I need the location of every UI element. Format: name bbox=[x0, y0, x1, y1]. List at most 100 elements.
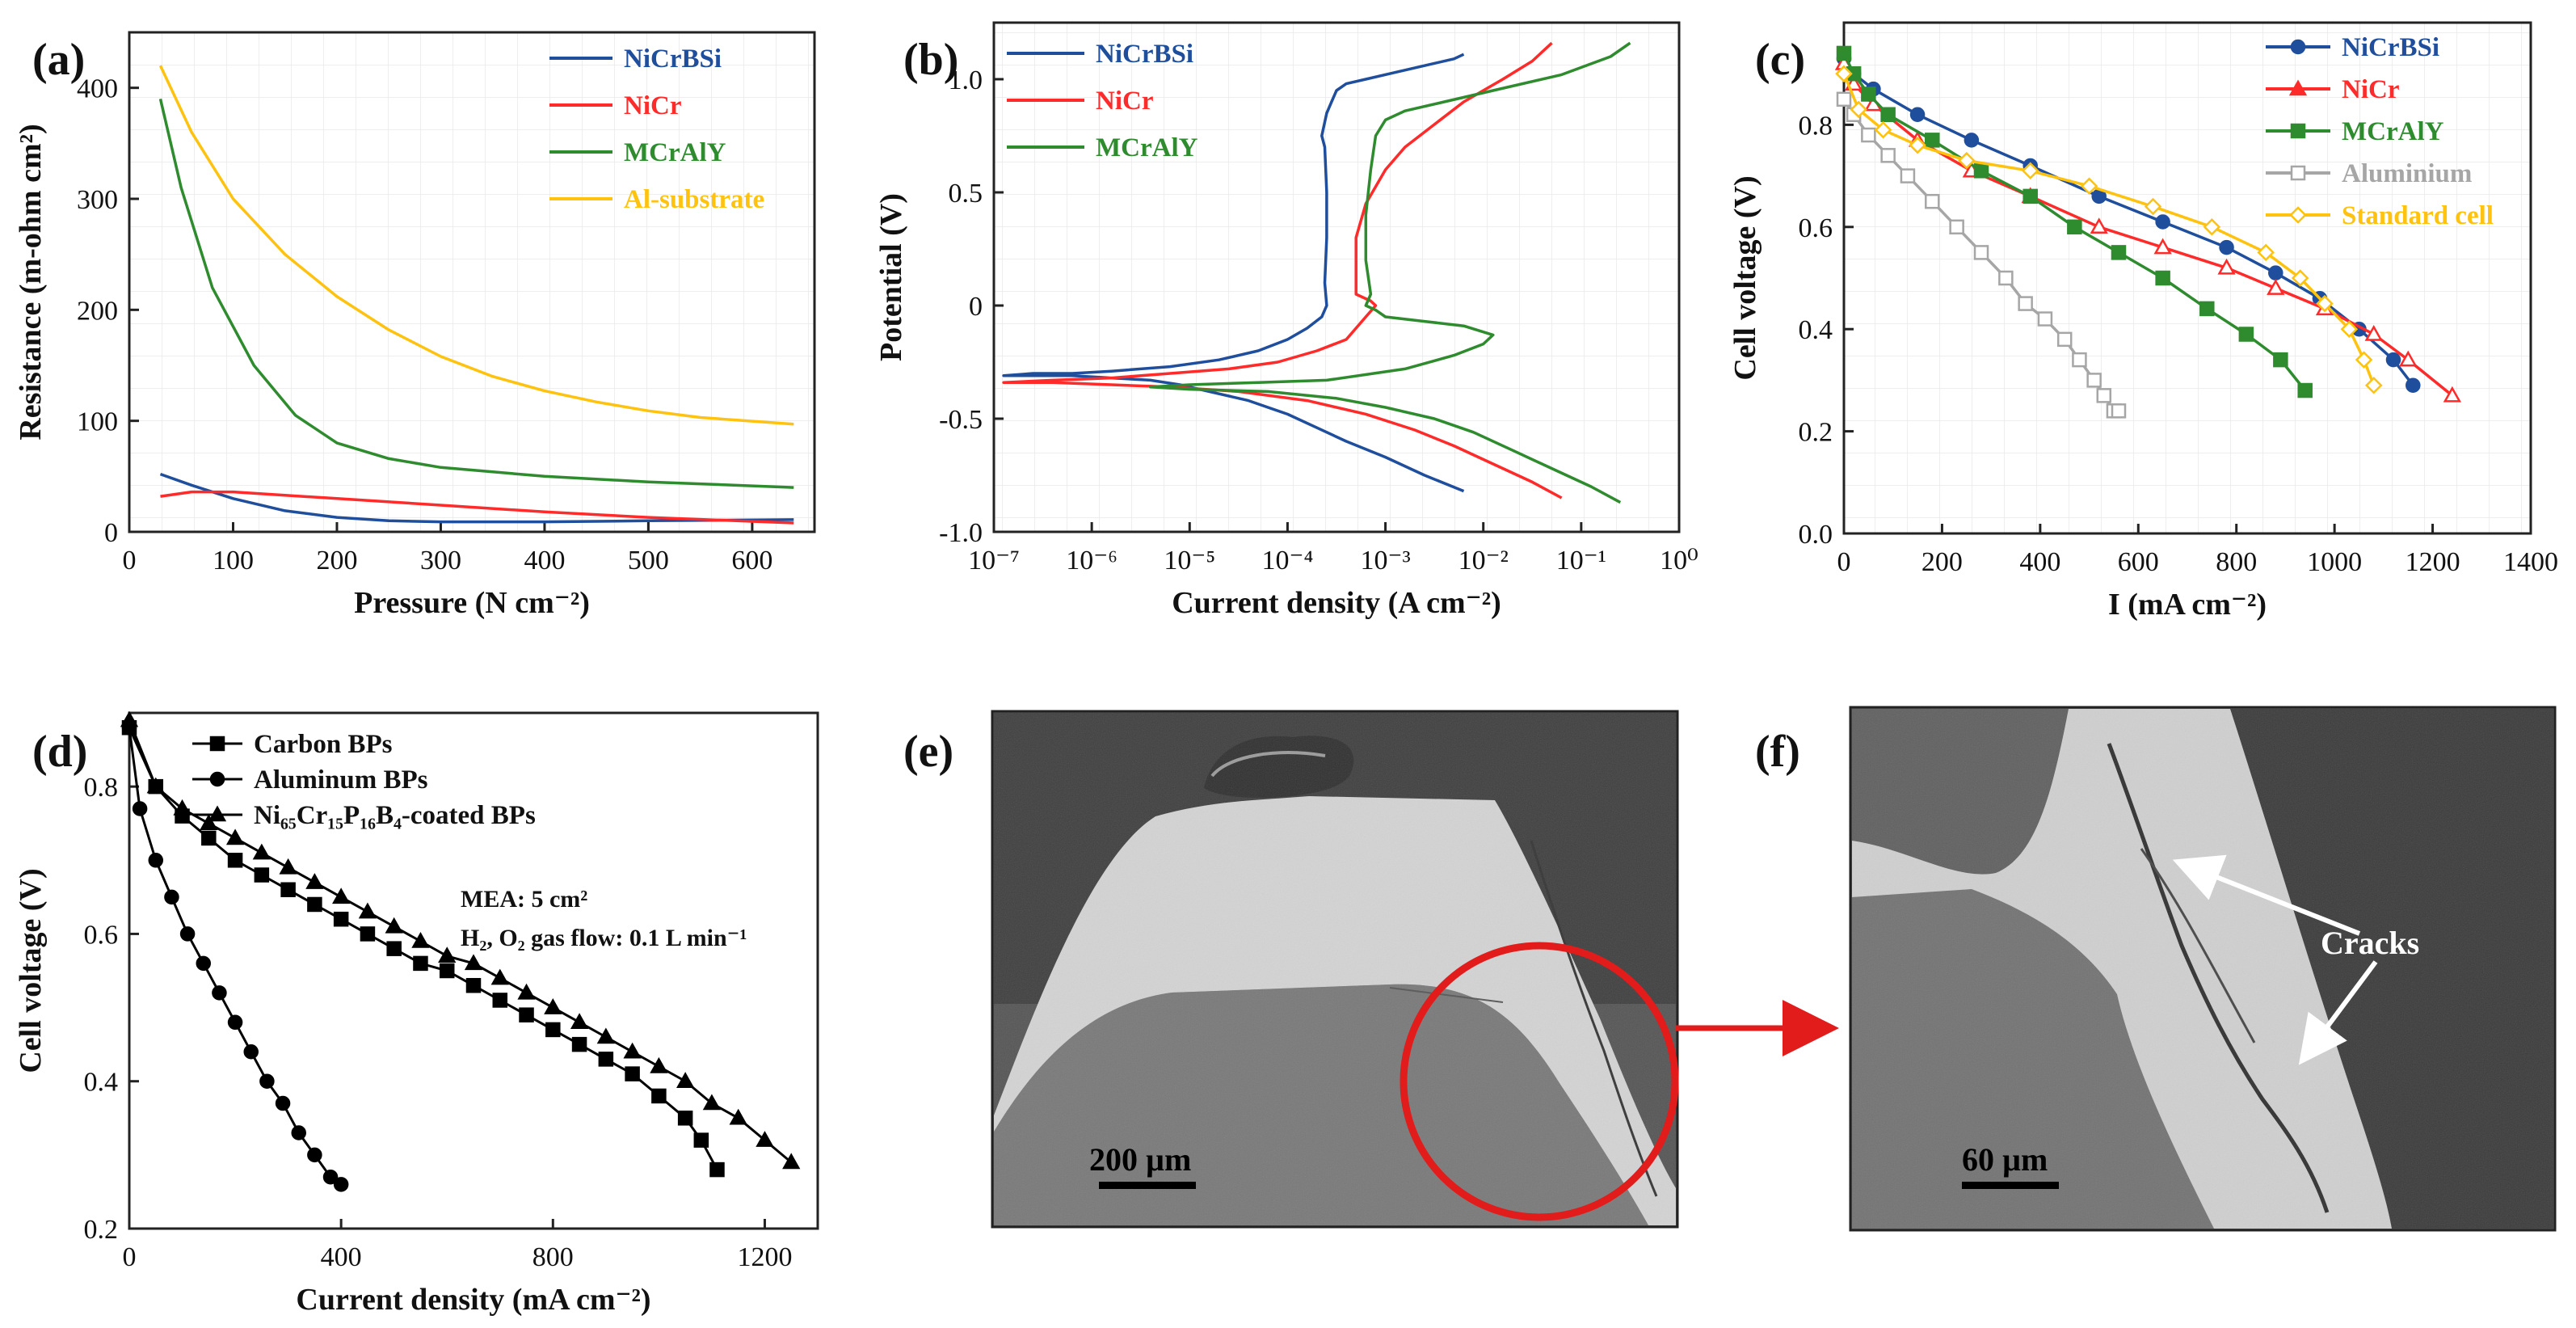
x-tick-label: 10⁰ bbox=[1660, 546, 1698, 575]
plot-frame bbox=[128, 31, 816, 533]
data-point bbox=[2144, 197, 2162, 216]
legend-entry: Ni₆₅Cr₁₅P₁₆B₄-coated BPs bbox=[254, 801, 536, 830]
plot-grid bbox=[994, 23, 1679, 532]
legend-entry: Aluminium bbox=[2342, 159, 2472, 188]
data-point bbox=[464, 954, 483, 971]
y-tick-label: 400 bbox=[77, 74, 118, 104]
y-tick-label: 0.2 bbox=[84, 1215, 119, 1245]
data-point bbox=[120, 710, 139, 727]
data-point bbox=[164, 889, 179, 905]
data-point bbox=[275, 1095, 291, 1111]
data-point bbox=[517, 983, 536, 1000]
data-point bbox=[677, 1111, 693, 1126]
x-tick-label: 10⁻⁴ bbox=[1262, 546, 1314, 575]
y-tick-label: 0 bbox=[104, 518, 118, 548]
plot-grid bbox=[1844, 23, 2531, 533]
data-point bbox=[544, 998, 562, 1014]
data-point bbox=[1973, 163, 1989, 179]
y-tick-label: 0.4 bbox=[1799, 315, 1833, 345]
y-tick-label: 100 bbox=[77, 407, 118, 437]
data-point bbox=[676, 1072, 695, 1088]
data-point bbox=[2340, 320, 2359, 338]
data-point bbox=[148, 853, 164, 868]
scale-bar-label-e: 200 µm bbox=[1089, 1141, 1191, 1178]
x-tick-label: 10⁻⁵ bbox=[1164, 546, 1215, 575]
data-point bbox=[2364, 324, 2383, 341]
data-point bbox=[782, 1153, 801, 1170]
legend-marker bbox=[2290, 165, 2306, 181]
x-axis-label: Current density (A cm⁻²) bbox=[1172, 586, 1501, 620]
data-point bbox=[2316, 294, 2334, 313]
data-point bbox=[360, 926, 376, 942]
data-point bbox=[438, 946, 457, 963]
data-point bbox=[1836, 91, 1852, 108]
data-point bbox=[2155, 214, 2170, 230]
data-point bbox=[1835, 65, 1853, 82]
x-tick-label: 10⁻⁷ bbox=[968, 546, 1020, 575]
legend-marker bbox=[2289, 206, 2307, 224]
data-point bbox=[2056, 331, 2073, 348]
data-point bbox=[2267, 279, 2285, 295]
sem-image-e: 200 µm bbox=[991, 710, 1679, 1229]
data-point bbox=[1925, 133, 1940, 148]
data-point bbox=[254, 867, 270, 883]
x-tick-label: 1200 bbox=[2406, 547, 2460, 577]
data-point bbox=[1964, 133, 1980, 148]
x-tick-label: 1000 bbox=[2307, 547, 2362, 577]
chart-b: 10⁻⁷ 10⁻⁶ 10⁻⁵ 10⁻⁴ 10⁻³ 10⁻² 10⁻¹ 10⁰ -1.0 -0.5 0… bbox=[874, 21, 1698, 620]
y-tick-label: 300 bbox=[77, 185, 118, 215]
y-axis-label: Cell voltage (V) bbox=[14, 868, 48, 1073]
legend-entry: Al-substrate bbox=[624, 185, 764, 214]
data-point bbox=[291, 1125, 306, 1140]
panel-label-e: (e) bbox=[903, 727, 953, 777]
legend-entry: NiCrBSi bbox=[1096, 40, 1193, 69]
y-tick-label: 0.4 bbox=[84, 1068, 119, 1098]
data-point bbox=[2406, 377, 2421, 393]
cracks-label: Cracks bbox=[2321, 925, 2419, 961]
data-point bbox=[307, 1147, 322, 1163]
data-point bbox=[2443, 386, 2461, 403]
data-point bbox=[146, 777, 165, 794]
x-tick-label: 400 bbox=[524, 546, 565, 575]
y-tick-label: 0.6 bbox=[1799, 213, 1833, 243]
data-point bbox=[243, 1044, 259, 1060]
x-tick-label: 0 bbox=[123, 546, 137, 575]
y-tick-label: 0.0 bbox=[1799, 520, 1833, 550]
panel-label-c: (c) bbox=[1755, 35, 1805, 85]
data-point bbox=[227, 853, 243, 868]
x-axis-label: Current density (mA cm⁻²) bbox=[296, 1283, 650, 1317]
panel-label-a: (a) bbox=[32, 35, 85, 85]
data-point bbox=[571, 1036, 587, 1052]
data-point bbox=[322, 1169, 339, 1185]
data-point bbox=[596, 1027, 615, 1044]
x-tick-label: 300 bbox=[420, 546, 461, 575]
panel-label-f: (f) bbox=[1755, 727, 1800, 777]
series-line-mcraly bbox=[1149, 41, 1631, 504]
data-point bbox=[2199, 301, 2215, 317]
x-tick-label: 600 bbox=[731, 546, 772, 575]
data-point bbox=[2037, 311, 2053, 327]
data-point bbox=[1900, 168, 1916, 183]
data-point bbox=[2021, 162, 2039, 180]
x-axis-label: I (mA cm⁻²) bbox=[2108, 588, 2267, 622]
x-tick-label: 600 bbox=[2118, 547, 2159, 577]
x-axis-label: Pressure (N cm⁻²) bbox=[354, 586, 590, 620]
y-tick-label: -0.5 bbox=[939, 405, 983, 435]
data-point bbox=[2096, 388, 2112, 403]
plot-frame bbox=[992, 21, 1681, 533]
x-tick-label: 400 bbox=[321, 1242, 362, 1272]
data-point bbox=[333, 1177, 349, 1192]
crack-arrow-1 bbox=[2172, 854, 2361, 936]
data-point bbox=[1909, 107, 1926, 123]
data-point bbox=[729, 1108, 747, 1125]
data-point bbox=[2022, 188, 2038, 204]
x-tick-label: 100 bbox=[213, 546, 254, 575]
data-point bbox=[1880, 107, 1896, 123]
y-tick-label: 0 bbox=[969, 292, 983, 322]
x-tick-label: 10⁻⁶ bbox=[1066, 546, 1118, 575]
data-point bbox=[2067, 219, 2082, 235]
data-point bbox=[179, 926, 196, 942]
y-tick-label: 0.8 bbox=[84, 773, 119, 803]
legend-entry: MCrAlY bbox=[2342, 117, 2444, 146]
scale-bar-label-f: 60 µm bbox=[1962, 1141, 2048, 1178]
